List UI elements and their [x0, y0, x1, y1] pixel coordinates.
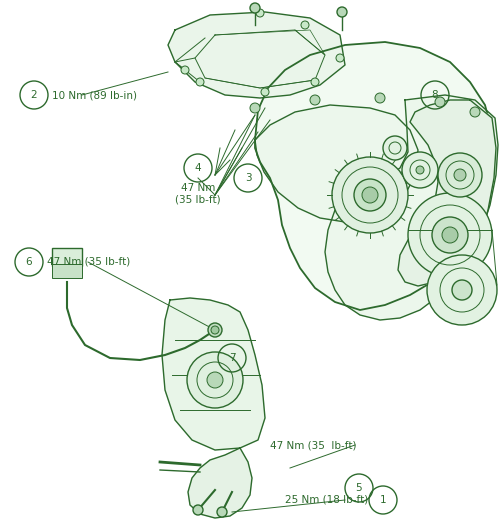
- Text: 10 Nm (89 lb-in): 10 Nm (89 lb-in): [52, 90, 137, 100]
- Circle shape: [452, 280, 472, 300]
- Text: 7: 7: [228, 353, 235, 363]
- Circle shape: [336, 54, 344, 62]
- FancyBboxPatch shape: [52, 264, 82, 278]
- Circle shape: [383, 136, 407, 160]
- Text: 8: 8: [432, 90, 438, 100]
- Text: 4: 4: [194, 163, 202, 173]
- Circle shape: [402, 152, 438, 188]
- Text: 6: 6: [26, 257, 32, 267]
- Circle shape: [416, 166, 424, 174]
- Circle shape: [354, 179, 386, 211]
- Circle shape: [311, 78, 319, 86]
- Circle shape: [261, 88, 269, 96]
- Circle shape: [438, 153, 482, 197]
- Text: (35 lb-ft): (35 lb-ft): [175, 195, 221, 205]
- Circle shape: [207, 372, 223, 388]
- Text: 47 Nm (35  lb-ft): 47 Nm (35 lb-ft): [270, 440, 356, 450]
- Circle shape: [408, 193, 492, 277]
- Text: 1: 1: [380, 495, 386, 505]
- Circle shape: [193, 505, 203, 515]
- Circle shape: [250, 103, 260, 113]
- Circle shape: [435, 97, 445, 107]
- Polygon shape: [255, 42, 492, 310]
- Polygon shape: [398, 100, 496, 286]
- Polygon shape: [255, 105, 418, 222]
- Circle shape: [211, 326, 219, 334]
- Text: 47 Nm (35 lb-ft): 47 Nm (35 lb-ft): [47, 257, 130, 267]
- Text: 5: 5: [356, 483, 362, 493]
- Circle shape: [217, 507, 227, 517]
- Text: 47 Nm: 47 Nm: [181, 183, 215, 193]
- Circle shape: [432, 217, 468, 253]
- Text: 2: 2: [30, 90, 38, 100]
- Circle shape: [427, 255, 497, 325]
- Circle shape: [196, 78, 204, 86]
- Circle shape: [256, 9, 264, 17]
- Circle shape: [332, 157, 408, 233]
- Circle shape: [362, 187, 378, 203]
- Text: 3: 3: [244, 173, 252, 183]
- Text: 25 Nm (18 lb-ft): 25 Nm (18 lb-ft): [285, 495, 368, 505]
- Circle shape: [470, 107, 480, 117]
- Polygon shape: [162, 298, 265, 450]
- Circle shape: [310, 95, 320, 105]
- Polygon shape: [325, 95, 498, 320]
- Circle shape: [337, 7, 347, 17]
- Circle shape: [442, 227, 458, 243]
- Circle shape: [208, 323, 222, 337]
- Circle shape: [301, 21, 309, 29]
- Circle shape: [250, 3, 260, 13]
- Circle shape: [375, 93, 385, 103]
- Circle shape: [454, 169, 466, 181]
- FancyBboxPatch shape: [52, 248, 82, 266]
- Polygon shape: [168, 12, 345, 98]
- Polygon shape: [188, 448, 252, 518]
- Circle shape: [181, 66, 189, 74]
- Circle shape: [187, 352, 243, 408]
